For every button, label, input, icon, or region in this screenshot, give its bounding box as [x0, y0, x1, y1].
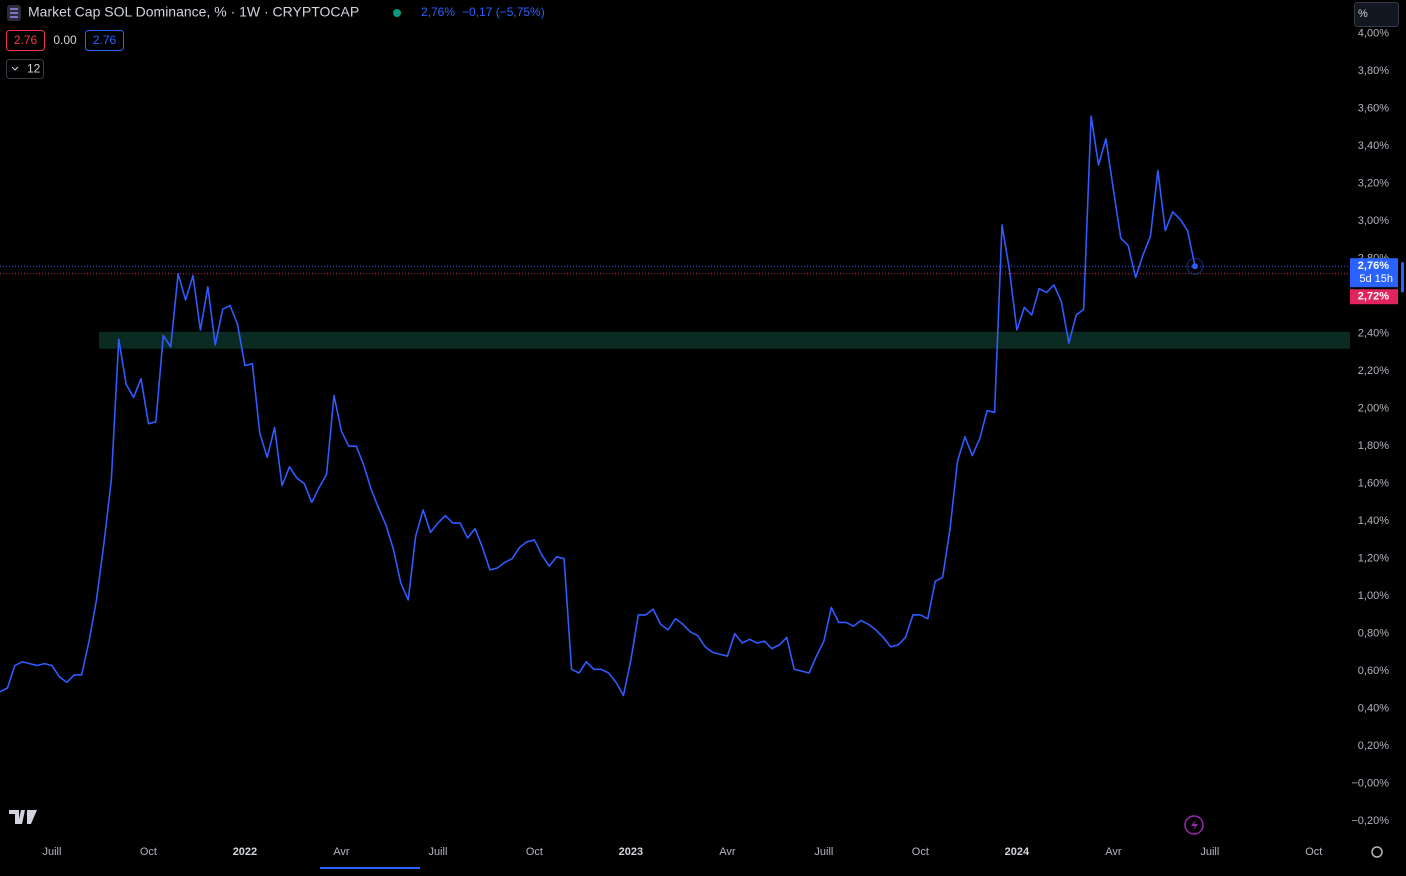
market-status[interactable]	[393, 9, 401, 17]
sell-box[interactable]	[6, 30, 45, 51]
scale-button-label[interactable]: %	[1358, 8, 1368, 20]
y-tick-label: 0,40%	[1358, 703, 1389, 715]
y-tick-label: 3,60%	[1358, 103, 1389, 115]
price-change: −0,17 (−5,75%)	[462, 5, 545, 19]
plot-area	[0, 115, 1350, 697]
y-tick-label: 1,20%	[1358, 553, 1389, 565]
y-tick-label: 3,40%	[1358, 140, 1389, 152]
countdown-label: 5d 15h	[1359, 273, 1393, 285]
y-tick-label: −0,00%	[1351, 778, 1389, 790]
x-tick-label: Oct	[140, 846, 157, 858]
x-tick-label: Juill	[42, 846, 61, 858]
chart-title: Market Cap SOL Dominance, % · 1W · CRYPT…	[28, 4, 359, 20]
price-label-box	[1350, 289, 1398, 305]
y-tick-label: 1,80%	[1358, 440, 1389, 452]
x-tick-label: Juill	[1200, 846, 1219, 858]
y-tick-label: −0,20%	[1351, 815, 1389, 827]
x-tick-label: Avr	[719, 846, 736, 858]
x-tick-label: Oct	[526, 846, 543, 858]
y-tick-label: 2,20%	[1358, 365, 1389, 377]
sell-price[interactable]: 2.76	[14, 33, 38, 47]
y-tick-label: 3,20%	[1358, 178, 1389, 190]
buy-price[interactable]: 2.76	[93, 33, 117, 47]
last-point-ring	[1186, 257, 1204, 275]
x-tick-label: 2024	[1005, 846, 1030, 858]
x-tick-label: Avr	[333, 846, 350, 858]
price-label-box	[1350, 258, 1398, 288]
y-tick-label: 0,20%	[1358, 740, 1389, 752]
y-tick-label: 2,00%	[1358, 403, 1389, 415]
x-tick-label: Avr	[1105, 846, 1122, 858]
y-tick-label: 1,60%	[1358, 478, 1389, 490]
y-tick-label: 0,60%	[1358, 665, 1389, 677]
y-tick-label: 4,00%	[1358, 28, 1389, 40]
lightning-icon	[1191, 819, 1198, 831]
x-tick-label: 2023	[619, 846, 643, 858]
chevron	[11, 66, 19, 71]
axis-edge-marker	[1401, 262, 1404, 293]
price-label: 2,76%	[1358, 260, 1389, 272]
y-tick-label: 3,00%	[1358, 215, 1389, 227]
y-tick-label: 0,80%	[1358, 628, 1389, 640]
price-line-series	[0, 115, 1196, 697]
settings-icon[interactable]	[1371, 846, 1383, 858]
tv-logo[interactable]	[9, 810, 37, 824]
last-point	[1192, 263, 1198, 270]
price-label: 2,72%	[1358, 291, 1389, 303]
scroll-indicator	[320, 867, 420, 869]
support-zone	[99, 331, 1350, 349]
lightning-button[interactable]	[1184, 815, 1204, 835]
y-tick-label: 2,40%	[1358, 328, 1389, 340]
x-tick-label: Juill	[428, 846, 447, 858]
y-tick-label: 3,80%	[1358, 65, 1389, 77]
x-tick-label: Juill	[814, 846, 833, 858]
symbol-icon-lines	[10, 8, 18, 18]
x-tick-label: 2022	[233, 846, 257, 858]
y-tick-label: 1,40%	[1358, 515, 1389, 527]
scale-button[interactable]	[1354, 2, 1399, 27]
last-price: 2,76%	[421, 5, 455, 19]
x-tick-label: Oct	[1305, 846, 1322, 858]
indicators-count[interactable]: 12	[27, 62, 41, 76]
indicators-toggle[interactable]	[6, 59, 44, 79]
buy-box[interactable]	[85, 30, 124, 51]
spread: 0.00	[53, 33, 77, 47]
y-tick-label: 1,00%	[1358, 590, 1389, 602]
x-tick-label: Oct	[912, 846, 929, 858]
